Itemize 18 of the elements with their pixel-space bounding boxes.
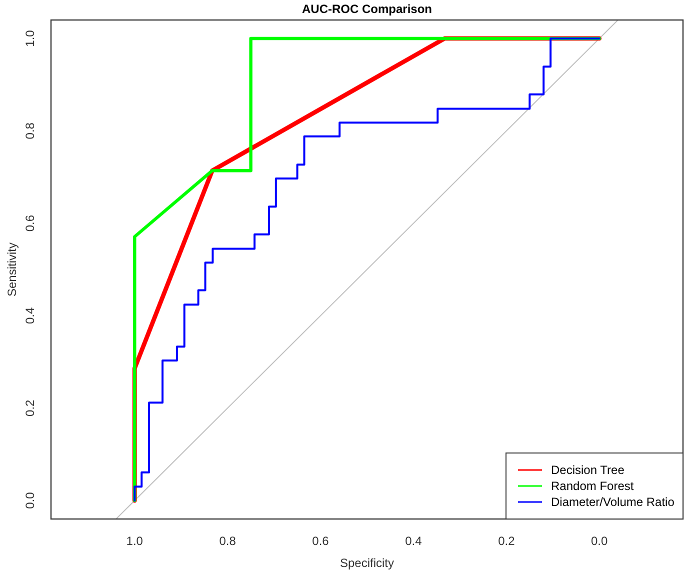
x-tick-label: 0.2 <box>498 534 516 548</box>
y-axis-title: Sensitivity <box>5 242 19 297</box>
x-tick-label: 0.4 <box>405 534 422 548</box>
y-tick-label: 0.6 <box>23 214 37 232</box>
y-tick-label: 0.2 <box>23 399 37 416</box>
y-tick-label: 0.4 <box>23 307 37 324</box>
y-tick-label: 0.8 <box>23 122 37 140</box>
chart-title: AUC-ROC Comparison <box>302 2 432 16</box>
x-axis-title: Specificity <box>340 556 394 570</box>
x-tick-label: 0.8 <box>219 534 236 548</box>
legend-label: Decision Tree <box>551 463 625 477</box>
legend-label: Diameter/Volume Ratio <box>551 495 675 509</box>
y-tick-label: 1.0 <box>23 30 37 47</box>
x-tick-label: 1.0 <box>126 534 144 548</box>
y-tick-label: 0.0 <box>23 492 37 509</box>
x-tick-label: 0.6 <box>312 534 330 548</box>
x-tick-label: 0.0 <box>591 534 608 548</box>
legend-label: Random Forest <box>551 479 634 493</box>
